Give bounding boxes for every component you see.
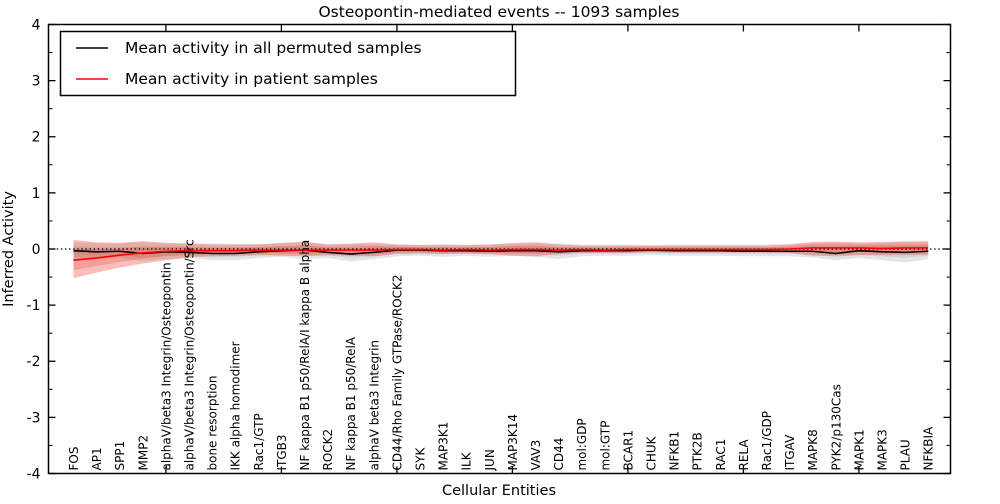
- x-category-label: ITGB3: [275, 434, 289, 470]
- x-category-label: CHUK: [645, 435, 659, 470]
- x-category-label: PLAU: [899, 439, 913, 470]
- legend-label-permuted: Mean activity in all permuted samples: [125, 39, 422, 57]
- y-tick-label: 4: [32, 17, 41, 33]
- y-axis-label: Inferred Activity: [1, 191, 17, 307]
- x-category-label: MAPK3: [876, 429, 890, 470]
- line-patient-mean: [73, 247, 929, 262]
- x-category-label: JUN: [483, 449, 497, 471]
- chart-title: Osteopontin-mediated events -- 1093 samp…: [318, 3, 679, 21]
- x-category-label: CD44/Rho Family GTPase/ROCK2: [390, 274, 404, 470]
- confidence-bands: [73, 240, 929, 279]
- x-category-label: alphaV/beta3 Integrin/Osteopontin/Src: [183, 239, 197, 470]
- x-category-label: MAP3K1: [437, 422, 451, 471]
- x-category-label: RELA: [737, 439, 751, 471]
- x-category-label: alphaV/beta3 Integrin/Osteopontin: [159, 262, 173, 470]
- y-tick-label: 3: [32, 74, 41, 90]
- x-category-label: Rac1/GTP: [252, 413, 266, 470]
- x-category-label: MMP2: [136, 435, 150, 471]
- series-lines: [48, 247, 951, 262]
- x-category-label: PYK2/p130Cas: [829, 384, 843, 470]
- y-tick-label: -1: [27, 298, 41, 314]
- band-permuted-outer: [73, 241, 929, 263]
- x-category-label: IKK alpha homodimer: [229, 341, 243, 470]
- y-tick-label: -4: [27, 466, 41, 482]
- x-category-label: mol:GTP: [598, 421, 612, 471]
- legend-label-patient: Mean activity in patient samples: [125, 70, 378, 88]
- x-category-label: NF kappa B1 p50/RelA/I kappa B alpha: [298, 240, 312, 471]
- x-category-label: ILK: [460, 451, 474, 470]
- legend: Mean activity in all permuted samples Me…: [59, 30, 517, 97]
- x-category-labels: FOS AP1 SPP1 MMP2 alphaV/beta3 Integrin/Oste…: [67, 239, 936, 471]
- x-category-label: mol:GDP: [575, 418, 589, 470]
- x-category-label: alphaV beta3 Integrin: [367, 340, 381, 471]
- y-tick-label: -2: [27, 354, 41, 370]
- legend-box: [59, 30, 517, 97]
- x-category-label: NFKB1: [668, 431, 682, 471]
- y-tick-label: 1: [32, 186, 41, 202]
- x-category-label: VAV3: [529, 440, 543, 471]
- x-category-label: SPP1: [113, 441, 127, 471]
- x-category-label: ROCK2: [321, 429, 335, 471]
- x-category-label: PTK2B: [691, 432, 705, 470]
- x-category-label: Rac1/GDP: [760, 411, 774, 470]
- x-category-label: AP1: [90, 447, 104, 470]
- x-category-label: FOS: [67, 447, 81, 471]
- x-category-label: RAC1: [714, 439, 728, 471]
- x-category-label: MAPK8: [806, 429, 820, 470]
- x-category-label: NFKBIA: [922, 426, 936, 471]
- x-category-label: MAP3K14: [506, 414, 520, 471]
- x-category-label: CD44: [552, 438, 566, 471]
- x-category-label: bone resorption: [206, 376, 220, 471]
- x-category-label: SYK: [414, 447, 428, 471]
- y-tick-label: 0: [32, 242, 41, 258]
- y-tick-label: -3: [27, 410, 41, 426]
- line-permuted-mean: [73, 249, 929, 255]
- axes: -4 -3 -2 -1 0 1 2 3 4: [27, 17, 952, 482]
- x-category-label: ITGAV: [783, 434, 797, 471]
- x-category-label: NF kappa B1 p50/RelA: [344, 336, 358, 470]
- x-category-label: BCAR1: [621, 430, 635, 471]
- y-tick-label: 2: [32, 130, 41, 146]
- x-category-label: MAPK1: [852, 429, 866, 470]
- x-axis-label: Cellular Entities: [442, 483, 556, 499]
